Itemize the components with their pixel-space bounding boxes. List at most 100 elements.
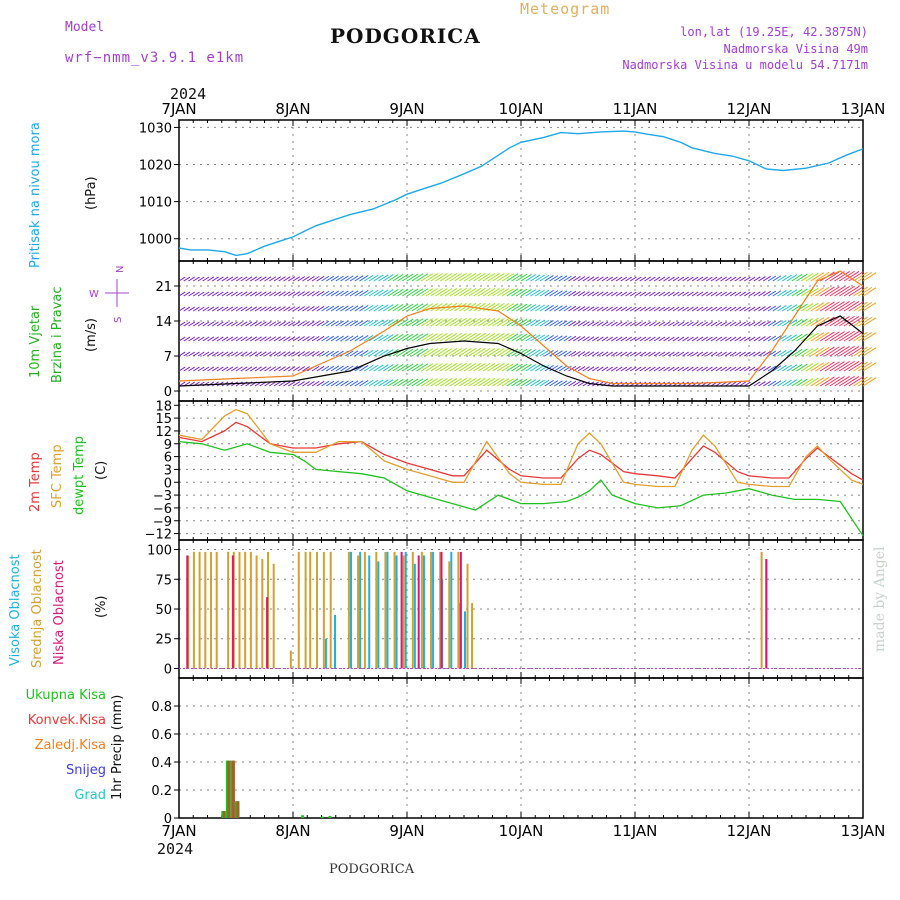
wind-barb [724,291,732,297]
wind-barb [762,350,771,357]
wind-barb [829,271,845,282]
wind-barb [525,304,537,312]
wind-barb [748,366,756,372]
compass-rose: W N S [89,266,129,323]
wind-barb [368,349,379,357]
wind-barb [715,351,723,357]
wind-barb [530,304,541,312]
wind-barb [254,351,262,357]
wind-barb [321,290,330,297]
cloud-bar [457,551,460,669]
wind-barb [563,320,572,327]
wind-barb [449,287,462,297]
wind-barb [696,366,704,372]
wind-gust-line [178,270,864,385]
wind-barb [743,381,751,387]
wind-barb [819,301,835,312]
x-tick-label-bottom: 12JAN [727,822,772,840]
wind-barb [425,288,438,297]
wind-barb [587,351,595,357]
wind-barb [292,321,301,327]
wind-barb [411,348,424,357]
wind-barb [254,366,262,372]
wind-barb [520,378,532,387]
wind-barb [249,351,258,357]
wind-barb [197,306,205,312]
wind-barb [591,276,599,282]
wind-barb [354,380,364,387]
wind-barb [340,335,349,342]
wind-barb [202,306,210,312]
y-tick-label: 7 [164,350,172,365]
wind-barb [302,381,310,387]
y-tick-label: 50 [155,603,172,618]
wind-barb [843,331,860,342]
wind-barb [629,276,637,282]
wind-barb [311,290,320,297]
wind-barb [202,291,210,297]
wind-barb [482,362,496,372]
wind-barb [473,347,486,357]
wind-barb [829,286,845,297]
wind-barb [629,321,637,327]
wind-barb [762,290,771,297]
wind-barb [268,306,277,312]
cloud-bar [249,551,252,669]
cloud-bar [386,551,389,669]
wind-barb [748,336,756,342]
wind-barb [658,366,666,372]
wind-barb [240,306,248,312]
wind-barb [325,365,335,372]
wind-barb [710,366,718,372]
wind-barb [368,364,379,372]
wind-barb [439,318,453,327]
cloud-bar [459,551,462,669]
cloud-bar [377,561,380,669]
wind-barb [197,336,205,342]
wind-barb [226,366,234,372]
wind-barb [653,321,661,327]
wind-barb [321,365,330,372]
wind-barb [197,351,205,357]
wind-barb [216,366,224,372]
wind-barb [487,333,500,342]
wind-barb [805,272,819,282]
wind-barb [235,321,243,327]
wind-barb [743,336,751,342]
wind-barb [283,366,291,372]
wind-barb [444,347,458,357]
wind-barb [729,321,737,327]
wind-barb [463,347,477,357]
wind-barb [553,335,563,342]
wind-barb [553,275,563,282]
wind-barb [207,336,215,342]
wind-barb [477,302,491,312]
wind-barb [682,291,689,297]
wind-barb [572,336,581,342]
wind-barb [777,274,787,282]
wind-barb [677,366,685,372]
cloud-bar [384,551,387,669]
wind-barb [577,291,586,297]
temp-dewpt-temp-line [178,440,864,537]
wind-barb [302,276,310,282]
wind-barb [411,273,424,282]
wind-barb [330,290,339,297]
wind-barb [297,306,305,312]
wind-barb [344,320,354,327]
wind-barb [287,321,296,327]
y-tick-label: 0.6 [151,728,172,743]
wind-barb [729,366,737,372]
wind-barb [762,380,771,387]
wind-barb [287,291,296,297]
wind-barb [530,289,541,297]
wind-barb [387,319,399,327]
wind-barb [306,276,315,282]
wind-barb [805,317,819,327]
wind-barb [316,335,325,342]
wind-barb [549,335,559,342]
wind-barb [207,291,215,297]
wind-barb [297,351,305,357]
wind-barb [677,321,685,327]
wind-barb [283,336,291,342]
